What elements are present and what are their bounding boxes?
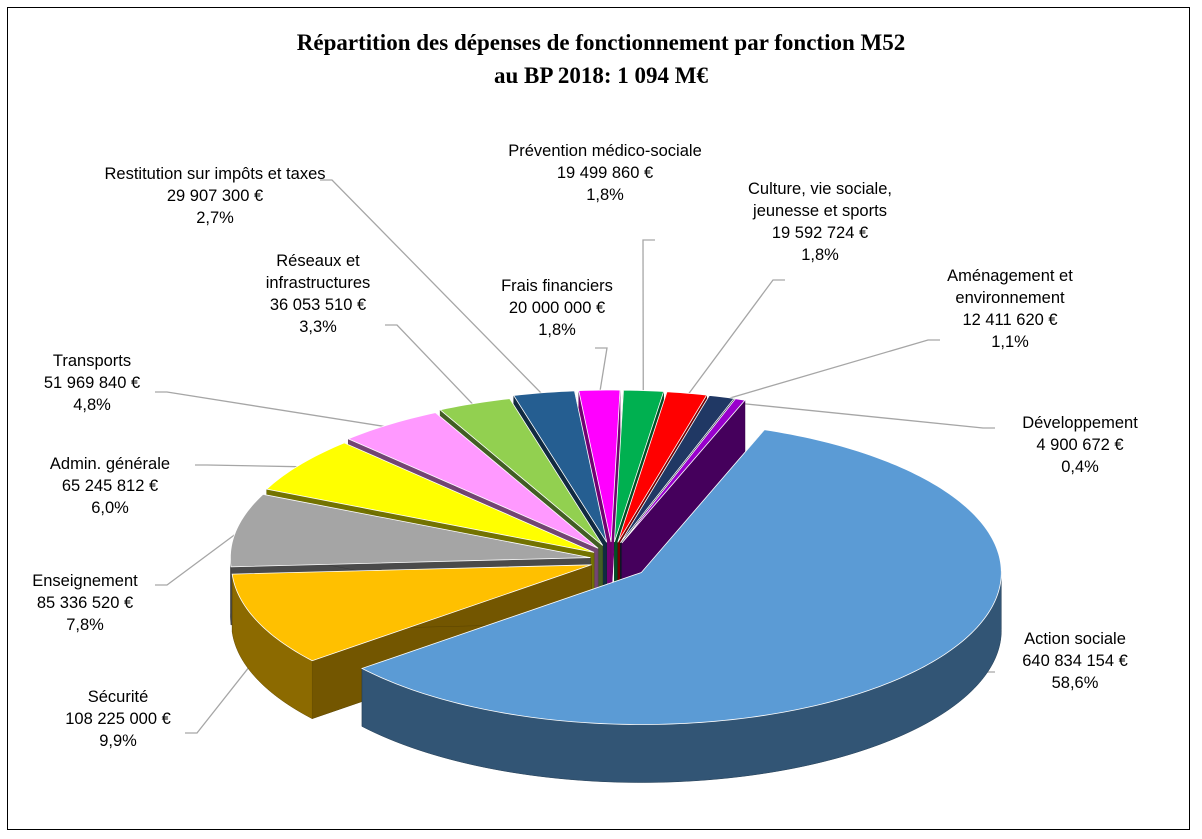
data-label: Restitution sur impôts et taxes 29 907 30…	[100, 163, 330, 229]
data-label: Transports 51 969 840 € 4,8%	[0, 350, 192, 416]
leader-line	[685, 279, 785, 398]
percent-label: 1,8%	[801, 246, 839, 264]
data-label: Sécurité 108 225 000 € 9,9%	[18, 686, 218, 752]
slice-top	[617, 391, 708, 543]
percent-label: 6,0%	[91, 499, 129, 517]
slice-top	[614, 389, 665, 543]
percent-label: 1,8%	[586, 186, 624, 204]
value-label: 108 225 000 €	[65, 710, 171, 728]
data-label: Action sociale 640 834 154 € 58,6%	[975, 628, 1175, 694]
percent-label: 2,7%	[196, 209, 234, 227]
slice-top	[621, 398, 746, 544]
category-label: Enseignement	[32, 572, 138, 590]
value-label: 640 834 154 €	[1022, 652, 1128, 670]
slice	[621, 398, 746, 602]
value-label: 65 245 812 €	[61, 477, 159, 495]
chart-frame	[7, 7, 1190, 830]
leader-line	[642, 239, 655, 395]
data-label: Admin. générale 65 245 812 € 6,0%	[10, 453, 210, 519]
leader-line	[195, 464, 304, 468]
slice-top	[265, 442, 595, 553]
category-label: Aménagement et environnement	[947, 267, 1073, 307]
data-label: Frais financiers 20 000 000 € 1,8%	[457, 275, 657, 341]
slice-top	[231, 564, 592, 662]
category-label: Admin. générale	[49, 455, 171, 473]
slice-top	[347, 412, 599, 549]
category-label: Frais financiers	[501, 277, 613, 295]
percent-label: 58,6%	[1051, 674, 1099, 692]
leader-line	[385, 324, 477, 408]
category-label: Prévention médico-sociale	[508, 142, 702, 160]
value-label: 85 336 520 €	[36, 594, 134, 612]
data-label: Réseaux et infrastructures 36 053 510 € 3,…	[243, 250, 393, 338]
percent-label: 4,8%	[73, 396, 111, 414]
value-label: 12 411 620 €	[962, 311, 1058, 329]
leader-line	[595, 347, 608, 395]
data-label: Aménagement et environnement 12 411 620 €…	[925, 265, 1095, 353]
data-label: Enseignement 85 336 520 € 7,8%	[0, 570, 185, 636]
value-label: 51 969 840 €	[43, 374, 141, 392]
slice-top	[578, 389, 621, 543]
slice-top	[512, 390, 608, 543]
percent-label: 7,8%	[66, 616, 104, 634]
value-label: 29 907 300 €	[166, 187, 264, 205]
category-label: Développement	[1022, 414, 1138, 432]
chart-title: Répartition des dépenses de fonctionneme…	[296, 30, 906, 55]
value-label: 20 000 000 €	[508, 299, 606, 317]
category-label: Restitution sur impôts et taxes	[104, 165, 326, 183]
category-label: Réseaux et infrastructures	[265, 252, 371, 292]
category-label: Sécurité	[87, 688, 149, 706]
percent-label: 0,4%	[1061, 458, 1099, 476]
leader-line	[320, 179, 546, 398]
slice-top	[361, 429, 1002, 725]
data-label: Prévention médico-sociale 19 499 860 € 1,8…	[505, 140, 705, 206]
percent-label: 1,8%	[538, 321, 576, 339]
category-label: Transports	[52, 352, 132, 370]
value-label: 19 592 724 €	[771, 224, 869, 242]
slice	[361, 429, 1002, 783]
slice-top	[229, 493, 591, 568]
category-label: Action sociale	[1024, 630, 1126, 648]
value-label: 4 900 672 €	[1036, 436, 1124, 454]
leader-line	[155, 391, 392, 429]
percent-label: 1,1%	[991, 333, 1029, 351]
leader-line	[155, 529, 241, 586]
leader-line	[738, 402, 995, 429]
leader-line	[720, 339, 940, 402]
data-label: Développement 4 900 672 € 0,4%	[980, 412, 1180, 478]
pie	[229, 389, 1002, 783]
leader-lines	[155, 179, 995, 734]
value-label: 36 053 510 €	[269, 296, 367, 314]
value-label: 19 499 860 €	[556, 164, 654, 182]
leader-line	[185, 652, 261, 734]
data-label: Culture, vie sociale, jeunesse et sports…	[715, 178, 925, 266]
slice-top	[620, 395, 735, 543]
percent-label: 9,9%	[99, 732, 137, 750]
slice-top	[439, 398, 604, 546]
chart-subtitle: au BP 2018: 1 094 M€	[493, 63, 709, 88]
percent-label: 3,3%	[299, 318, 337, 336]
category-label: Culture, vie sociale, jeunesse et sports	[748, 180, 892, 220]
